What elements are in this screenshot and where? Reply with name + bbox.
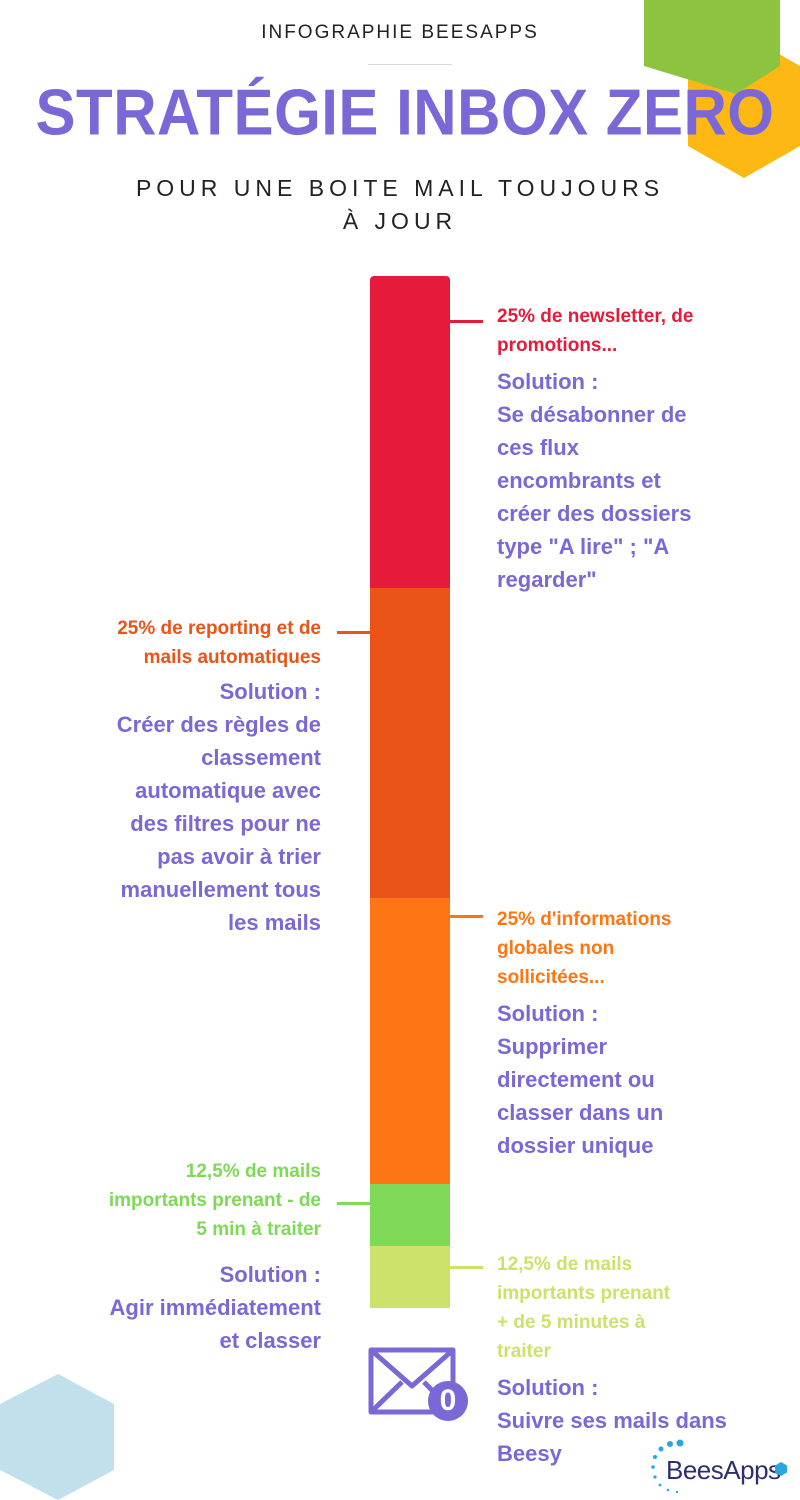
solution-line: classement (201, 745, 321, 770)
stat-line: importants prenant - de (108, 1190, 321, 1211)
green-hexagon-decoration (644, 0, 780, 94)
annotation-long-mails: 12,5% de mails importants prenant + de 5… (497, 1250, 787, 1470)
connector-tick-long-mails (450, 1266, 483, 1269)
solution-heading: Solution : (219, 1262, 321, 1287)
stat-line: mails automatiques (143, 647, 321, 668)
solution-heading: Solution : (219, 679, 321, 704)
blue-hexagon-decoration (0, 1374, 114, 1500)
stat-line: globales non (497, 938, 615, 959)
stat-line: 25% de reporting et de (117, 618, 321, 639)
stat-line: importants prenant (497, 1283, 671, 1304)
solution-line: et classer (219, 1328, 321, 1353)
stat-line: 12,5% de mails (497, 1254, 633, 1275)
connector-tick-reporting (337, 631, 370, 634)
stat-line: 25% de newsletter, de (497, 306, 694, 327)
subtitle-line: POUR UNE BOITE MAIL TOUJOURS (135, 175, 665, 201)
stat-line: traiter (497, 1341, 551, 1362)
solution-line: directement ou (497, 1067, 655, 1092)
solution-line: automatique avec (135, 778, 321, 803)
solution-heading: Solution : (497, 1001, 599, 1026)
solution-line: les mails (228, 910, 321, 935)
solution-line: encombrants et (497, 468, 661, 493)
subtitle-line: À JOUR (342, 208, 458, 234)
solution-line: Créer des règles de (116, 712, 321, 737)
stat-line: 25% d'informations (497, 909, 672, 930)
solution-heading: Solution : (497, 369, 599, 394)
solution-line: regarder" (497, 567, 597, 592)
solution-line: dossier unique (497, 1133, 654, 1158)
solution-line: manuellement tous (120, 877, 321, 902)
stat-line: sollicitées... (497, 967, 605, 988)
infographic-supertitle: INFOGRAPHIE BEESAPPS (261, 22, 539, 43)
bar-segment-newsletters (370, 276, 450, 588)
annotation-reporting: 25% de reporting et de mails automatique… (40, 614, 321, 939)
stat-line: promotions... (497, 335, 618, 356)
annotation-newsletters: 25% de newsletter, de promotions... Solu… (497, 302, 787, 596)
solution-line: Suivre ses mails dans (497, 1408, 727, 1433)
solution-line: Beesy (497, 1441, 562, 1466)
connector-tick-information (450, 915, 483, 918)
solution-line: classer dans un (497, 1100, 664, 1125)
annotation-quick-mails: 12,5% de mails importants prenant - de 5… (40, 1157, 321, 1357)
solution-line: créer des dossiers (497, 501, 692, 526)
connector-tick-newsletters (450, 320, 483, 323)
infographic-title: STRATÉGIE INBOX ZERO (35, 76, 775, 149)
solution-line: des filtres pour ne (130, 811, 321, 836)
solution-line: type "A lire" ; "A (497, 534, 670, 559)
solution-line: Agir immédiatement (109, 1295, 322, 1320)
solution-line: Supprimer (497, 1034, 608, 1059)
bar-segment-information (370, 898, 450, 1184)
solution-line: Se désabonner de (497, 402, 687, 427)
header-divider (368, 64, 452, 65)
solution-heading: Solution : (497, 1375, 599, 1400)
infographic-subtitle: POUR UNE BOITE MAIL TOUJOURS À JOUR (100, 172, 700, 238)
inbox-zero-badge: 0 (439, 1384, 457, 1417)
stat-line: 12,5% de mails (185, 1161, 321, 1182)
bar-segment-quick-mails (370, 1184, 450, 1246)
beesapps-logo-text: BeesApps (666, 1455, 781, 1485)
logo-hexagon-icon (775, 1462, 787, 1476)
annotation-information: 25% d'informations globales non sollicit… (497, 905, 787, 1162)
solution-line: ces flux (497, 435, 579, 460)
beesapps-logo-icon (651, 1439, 684, 1494)
solution-line: pas avoir à trier (157, 844, 321, 869)
stat-line: + de 5 minutes à (497, 1312, 646, 1333)
bar-segment-long-mails (370, 1246, 450, 1308)
bar-segment-reporting (370, 588, 450, 898)
connector-tick-quick-mails (337, 1202, 370, 1205)
mail-envelope-icon (368, 1347, 468, 1421)
stat-line: 5 min à traiter (196, 1219, 321, 1240)
